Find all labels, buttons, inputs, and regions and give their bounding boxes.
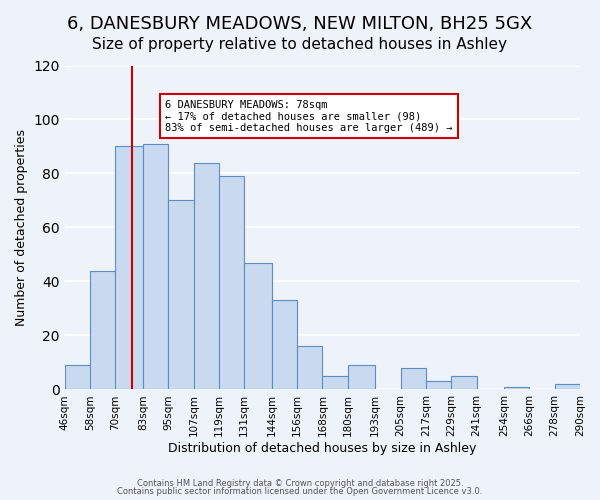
Text: Contains HM Land Registry data © Crown copyright and database right 2025.: Contains HM Land Registry data © Crown c… [137,478,463,488]
Bar [143,144,168,390]
Text: 6 DANESBURY MEADOWS: 78sqm
← 17% of detached houses are smaller (98)
83% of semi: 6 DANESBURY MEADOWS: 78sqm ← 17% of deta… [165,100,453,132]
Bar [348,365,375,390]
Bar [272,300,297,390]
Y-axis label: Number of detached properties: Number of detached properties [15,129,28,326]
Bar [297,346,322,390]
Bar [194,162,219,390]
Bar [426,382,451,390]
Text: Contains public sector information licensed under the Open Government Licence v3: Contains public sector information licen… [118,487,482,496]
Bar [115,146,143,390]
X-axis label: Distribution of detached houses by size in Ashley: Distribution of detached houses by size … [168,442,476,455]
Bar [401,368,426,390]
Bar [65,365,90,390]
Text: Size of property relative to detached houses in Ashley: Size of property relative to detached ho… [92,38,508,52]
Bar [451,376,476,390]
Bar [219,176,244,390]
Bar [322,376,348,390]
Bar [504,387,529,390]
Bar [168,200,194,390]
Bar [90,270,115,390]
Text: 6, DANESBURY MEADOWS, NEW MILTON, BH25 5GX: 6, DANESBURY MEADOWS, NEW MILTON, BH25 5… [67,15,533,33]
Bar [554,384,580,390]
Bar [244,262,272,390]
